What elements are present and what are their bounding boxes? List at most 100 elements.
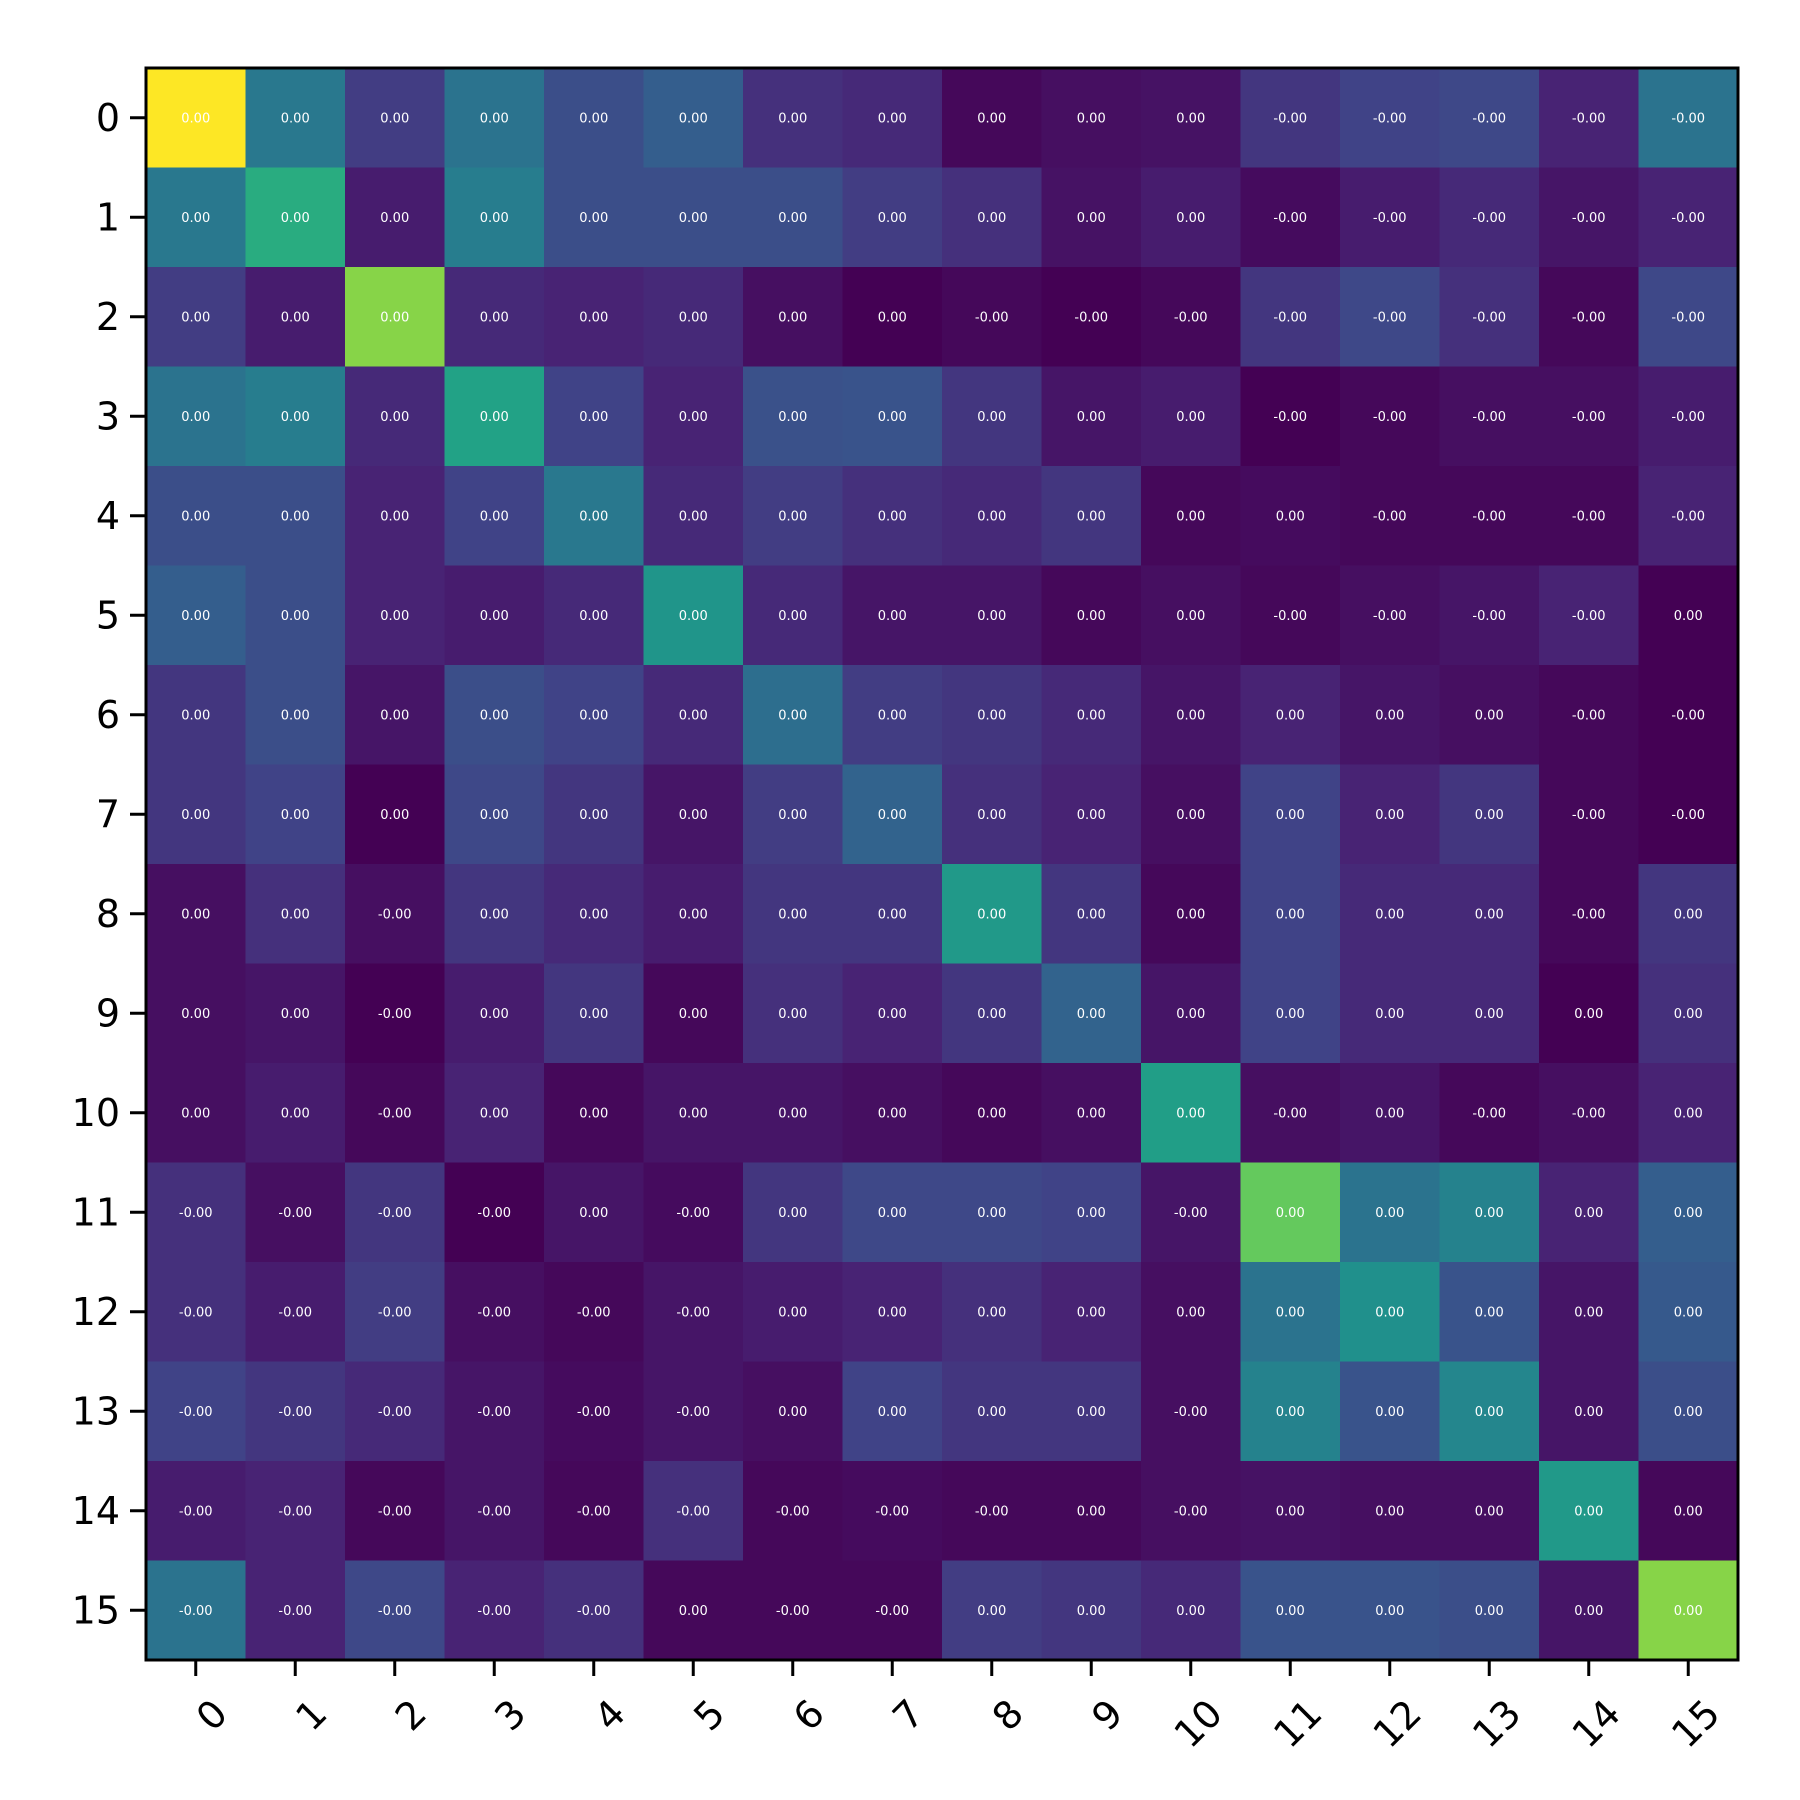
cell-value-label: 0.00 — [878, 211, 907, 226]
cell-value-label: -0.00 — [477, 1405, 511, 1420]
cell-value-label: 0.00 — [181, 1007, 210, 1022]
heatmap-cell — [842, 1162, 943, 1263]
cell-value-label: -0.00 — [1572, 111, 1606, 126]
heatmap-cell — [1439, 466, 1540, 567]
heatmap-cell — [345, 1361, 446, 1462]
heatmap-cell — [1240, 167, 1341, 268]
heatmap-cell — [444, 1162, 545, 1263]
heatmap-cell — [345, 565, 446, 666]
x-tick-label: 8 — [984, 1691, 1032, 1739]
x-tick-label: 15 — [1663, 1691, 1728, 1756]
cell-value-label: 0.00 — [977, 1206, 1006, 1221]
heatmap-cell — [1638, 68, 1739, 169]
cell-value-label: 0.00 — [1475, 1604, 1504, 1619]
heatmap-cell — [1638, 665, 1739, 766]
heatmap-cell — [544, 764, 645, 865]
y-tick-label: 7 — [96, 792, 120, 836]
cell-value-label: 0.00 — [1674, 1206, 1703, 1221]
cell-value-label: 0.00 — [1176, 1106, 1205, 1121]
heatmap-cell — [1539, 466, 1640, 567]
cell-value-label: -0.00 — [1373, 609, 1407, 624]
heatmap-cell — [146, 466, 247, 567]
cell-value-label: 0.00 — [778, 907, 807, 922]
cell-value-label: 0.00 — [281, 509, 310, 524]
heatmap-cell — [1041, 864, 1142, 965]
y-tick-label: 4 — [96, 494, 120, 538]
cell-value-label: 0.00 — [778, 708, 807, 723]
heatmap-cell — [942, 1461, 1043, 1562]
heatmap-cell — [1439, 366, 1540, 467]
cell-value-label: 0.00 — [1077, 509, 1106, 524]
heatmap-cell — [345, 267, 446, 368]
heatmap-cell — [1539, 1560, 1640, 1661]
heatmap-cell — [942, 466, 1043, 567]
heatmap-cell — [444, 1063, 545, 1164]
cell-value-label: 0.00 — [579, 609, 608, 624]
cell-value-label: -0.00 — [1273, 1106, 1307, 1121]
heatmap-cell — [743, 1063, 844, 1164]
heatmap-cell — [743, 1162, 844, 1263]
heatmap-cell — [1439, 267, 1540, 368]
heatmap-cell — [942, 1560, 1043, 1661]
cell-value-label: -0.00 — [577, 1504, 611, 1519]
cell-value-label: 0.00 — [1176, 808, 1205, 823]
y-tick-label: 0 — [96, 96, 120, 140]
heatmap-cell — [1638, 267, 1739, 368]
x-axis: 0 1 2 3 4 5 6 7 8 9 10 11 12 13 14 15 — [188, 1660, 1728, 1756]
heatmap-cell — [1439, 1162, 1540, 1263]
heatmap-cell — [643, 267, 744, 368]
cell-value-label: -0.00 — [1671, 111, 1705, 126]
cell-value-label: 0.00 — [1077, 609, 1106, 624]
x-tick-label: 3 — [486, 1691, 534, 1739]
heatmap-cell — [643, 565, 744, 666]
cell-value-label: 0.00 — [1574, 1206, 1603, 1221]
cell-value-label: 0.00 — [679, 1106, 708, 1121]
cell-value-label: -0.00 — [1572, 410, 1606, 425]
heatmap-cell — [743, 1262, 844, 1363]
heatmap-cell — [1041, 1461, 1142, 1562]
heatmap-cell — [146, 864, 247, 965]
cell-value-label: -0.00 — [179, 1604, 213, 1619]
heatmap-cell — [1240, 1063, 1341, 1164]
cell-value-label: 0.00 — [878, 1106, 907, 1121]
cell-value-label: 0.00 — [1176, 509, 1205, 524]
heatmap-cell — [544, 68, 645, 169]
heatmap-cell — [245, 267, 346, 368]
cell-value-label: -0.00 — [1472, 310, 1506, 325]
heatmap-cell — [544, 1361, 645, 1462]
cell-value-label: 0.00 — [281, 410, 310, 425]
cell-value-label: -0.00 — [1472, 111, 1506, 126]
cell-value-label: 0.00 — [281, 907, 310, 922]
cell-value-label: 0.00 — [679, 708, 708, 723]
cell-value-label: -0.00 — [378, 1007, 412, 1022]
cell-value-label: -0.00 — [179, 1504, 213, 1519]
x-tick-label: 2 — [387, 1691, 435, 1739]
cell-value-label: -0.00 — [278, 1504, 312, 1519]
heatmap-cell — [444, 1461, 545, 1562]
cell-value-label: 0.00 — [1276, 1405, 1305, 1420]
cell-value-label: -0.00 — [1273, 111, 1307, 126]
cell-value-label: 0.00 — [878, 609, 907, 624]
cell-value-label: 0.00 — [977, 609, 1006, 624]
heatmap-cell — [1439, 764, 1540, 865]
heatmap-cell — [245, 1063, 346, 1164]
cell-value-label: 0.00 — [1674, 907, 1703, 922]
cell-value-label: 0.00 — [1077, 1206, 1106, 1221]
y-tick-label: 8 — [96, 892, 120, 936]
cell-value-label: 0.00 — [977, 1106, 1006, 1121]
cell-value-label: 0.00 — [1375, 808, 1404, 823]
cell-value-label: 0.00 — [878, 708, 907, 723]
cell-value-label: 0.00 — [579, 808, 608, 823]
heatmap-cell — [1240, 366, 1341, 467]
heatmap-cell — [245, 1461, 346, 1562]
cell-value-label: -0.00 — [1572, 211, 1606, 226]
cell-value-label: 0.00 — [878, 1007, 907, 1022]
heatmap-cell — [444, 1361, 545, 1462]
y-tick-label: 5 — [96, 593, 120, 637]
cell-value-label: -0.00 — [378, 1405, 412, 1420]
cell-value-label: 0.00 — [679, 1007, 708, 1022]
cell-value-label: 0.00 — [878, 1305, 907, 1320]
cell-value-label: 0.00 — [977, 708, 1006, 723]
cell-value-label: 0.00 — [480, 509, 509, 524]
cell-value-label: 0.00 — [778, 609, 807, 624]
